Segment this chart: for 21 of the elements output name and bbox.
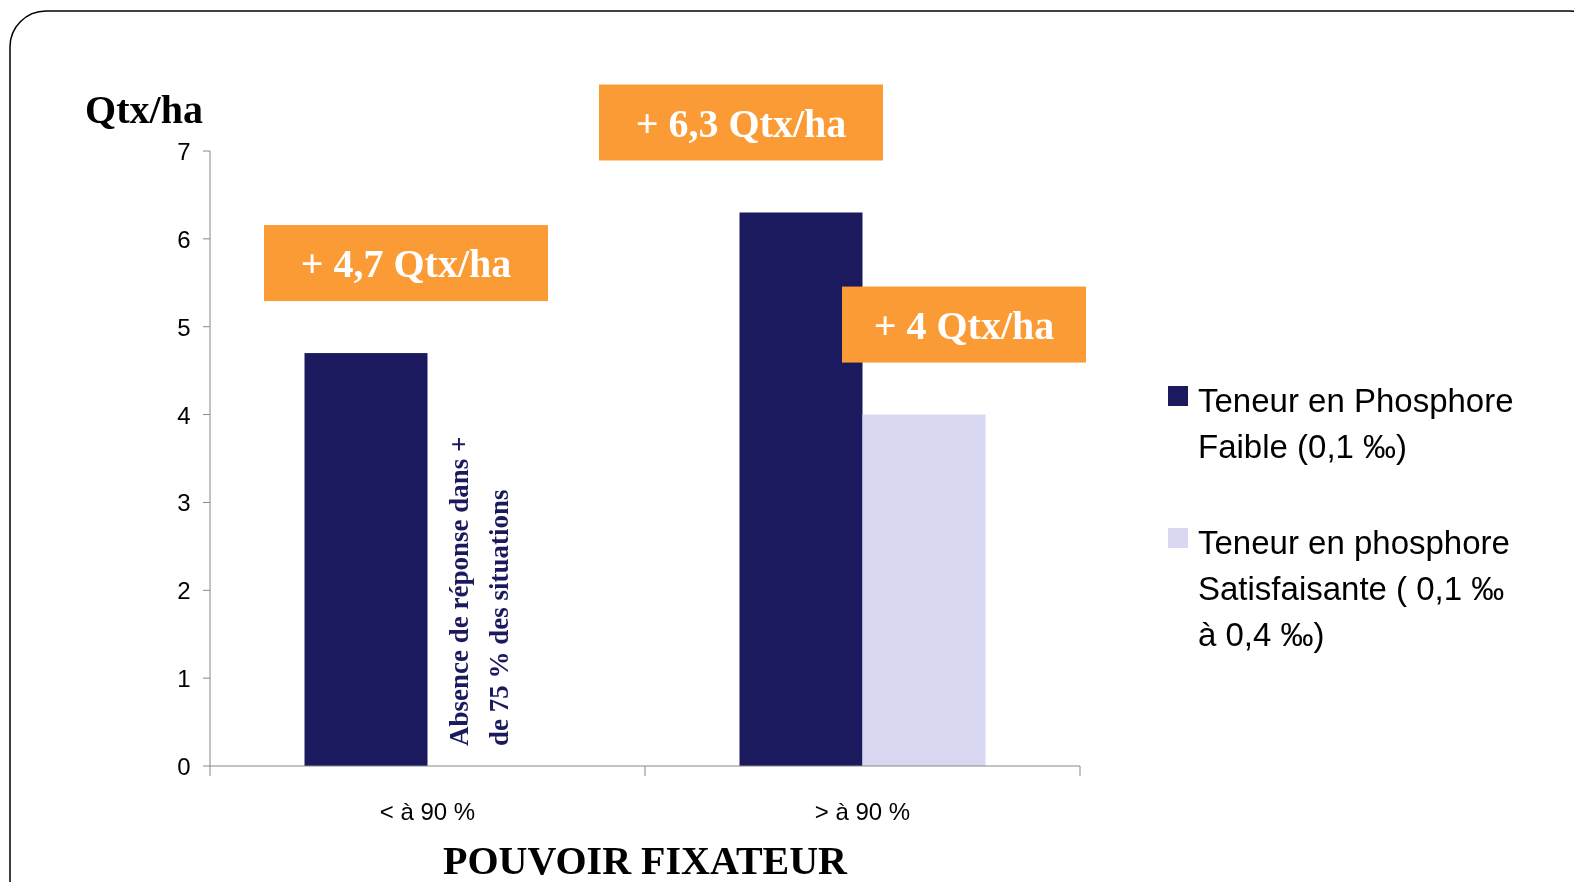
annotation: + 6,3 Qtx/ha [635,100,847,146]
legend-label: Teneur en Phosphore Faible (0,1 ‰) [1198,382,1514,465]
legend-label: Teneur en phosphore Satisfaisante ( 0,1 ‰ à 0,4 ‰) [1198,524,1510,653]
x-tick-label: > à 90 % [814,798,911,825]
y-tick-label: 1 [177,665,191,693]
y-tick-label: 5 [177,313,191,341]
y-tick-label: 6 [177,225,191,253]
y-tick-label: 4 [177,401,191,429]
y-tick-label: 3 [177,489,191,517]
bar [304,353,428,766]
y-axis-title: Qtx/ha [85,87,203,132]
x-axis-title: POUVOIR FIXATEUR [442,838,849,883]
x-tick-label: < à 90 % [379,798,476,825]
bar [862,414,986,766]
annotation: Absence de réponse dans + de 75 % des situations [443,436,514,746]
bar [739,212,863,766]
annotation: + 4,7 Qtx/ha [300,241,512,287]
y-tick-label: 7 [177,138,191,165]
y-tick-label: 2 [177,577,191,605]
annotation: + 4 Qtx/ha [873,302,1055,348]
y-tick-label: 0 [177,753,191,780]
